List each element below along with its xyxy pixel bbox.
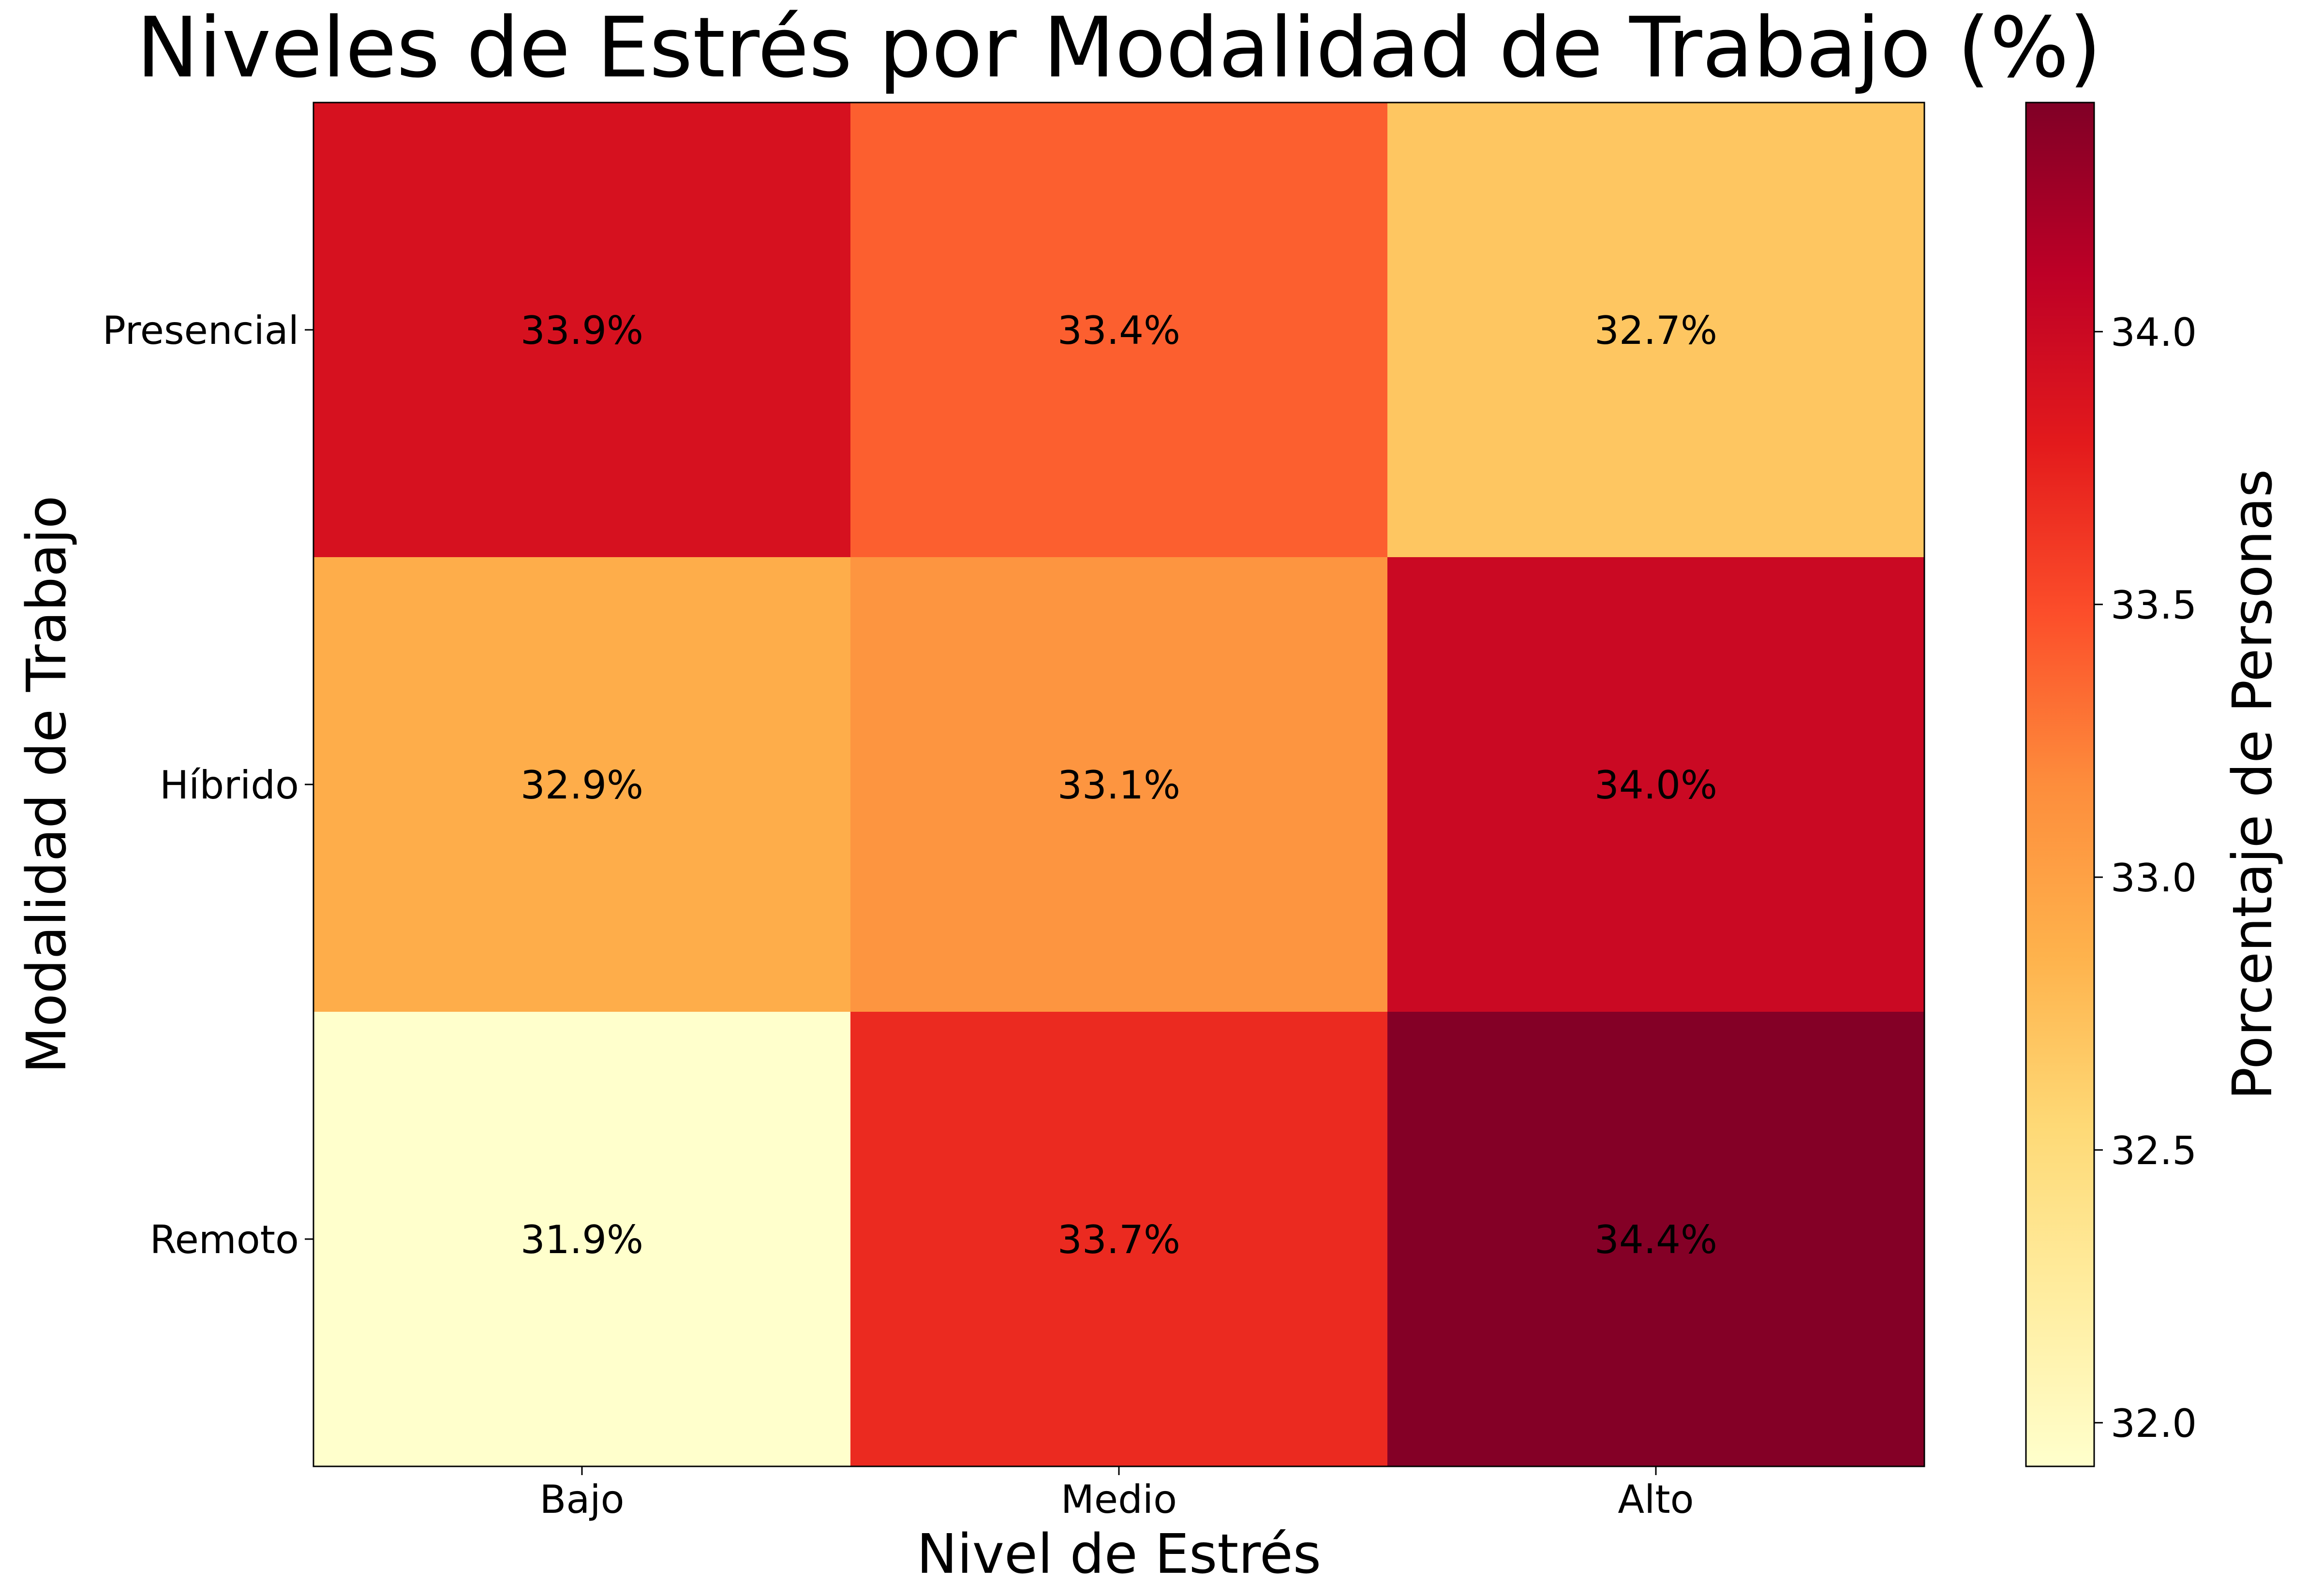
x-tick-label: Alto bbox=[1618, 1477, 1694, 1522]
y-tick-label: Presencial bbox=[103, 308, 299, 353]
x-tick-label: Medio bbox=[1061, 1477, 1177, 1522]
cell-value-label: 33.4% bbox=[1057, 308, 1180, 353]
heatmap-cell bbox=[313, 557, 851, 1012]
y-axis-label: Modalidad de Trabajo bbox=[15, 495, 78, 1073]
x-axis-label: Nivel de Estrés bbox=[917, 1523, 1321, 1586]
cell-value-label: 33.7% bbox=[1057, 1217, 1180, 1262]
cell-value-label: 32.7% bbox=[1594, 308, 1717, 353]
heatmap-cell bbox=[850, 103, 1388, 558]
colorbar-tick-label: 34.0 bbox=[2111, 310, 2197, 355]
heatmap-cell bbox=[850, 557, 1388, 1012]
heatmap-cell bbox=[313, 1012, 851, 1467]
heatmap-cell bbox=[1387, 557, 1925, 1012]
colorbar bbox=[2025, 102, 2095, 1467]
heatmap-cell bbox=[313, 103, 851, 558]
colorbar-label: Porcentaje de Personas bbox=[2221, 469, 2284, 1100]
x-axis: Bajo Medio Alto bbox=[539, 1466, 1694, 1522]
cell-value-label: 34.0% bbox=[1594, 763, 1717, 808]
cell-value-label: 31.9% bbox=[521, 1217, 643, 1262]
colorbar-tick-label: 32.5 bbox=[2111, 1128, 2197, 1173]
y-axis: Presencial Híbrido Remoto bbox=[103, 308, 313, 1262]
y-tick-label: Híbrido bbox=[160, 763, 299, 808]
cell-value-label: 33.9% bbox=[521, 308, 643, 353]
y-tick-label: Remoto bbox=[150, 1217, 299, 1262]
colorbar-tick-label: 33.0 bbox=[2111, 856, 2197, 901]
cell-value-label: 34.4% bbox=[1594, 1217, 1717, 1262]
heatmap-cell bbox=[1387, 1012, 1925, 1467]
heatmap-cells bbox=[313, 103, 1925, 1467]
cell-value-label: 32.9% bbox=[521, 763, 643, 808]
x-tick-label: Bajo bbox=[539, 1477, 624, 1522]
cell-value-label: 33.1% bbox=[1057, 763, 1180, 808]
colorbar-ticks: 32.0 32.5 33.0 33.5 34.0 bbox=[2094, 310, 2197, 1446]
colorbar-tick-label: 33.5 bbox=[2111, 583, 2197, 628]
heatmap-cell bbox=[850, 1012, 1388, 1467]
chart-title: Niveles de Estrés por Modalidad de Traba… bbox=[136, 0, 2101, 96]
heatmap-cell bbox=[1387, 103, 1925, 558]
cell-labels: 33.9% 33.4% 32.7% 32.9% 33.1% 34.0% 31.9% 33.7%… bbox=[521, 308, 1717, 1262]
colorbar-tick-label: 32.0 bbox=[2111, 1401, 2197, 1446]
